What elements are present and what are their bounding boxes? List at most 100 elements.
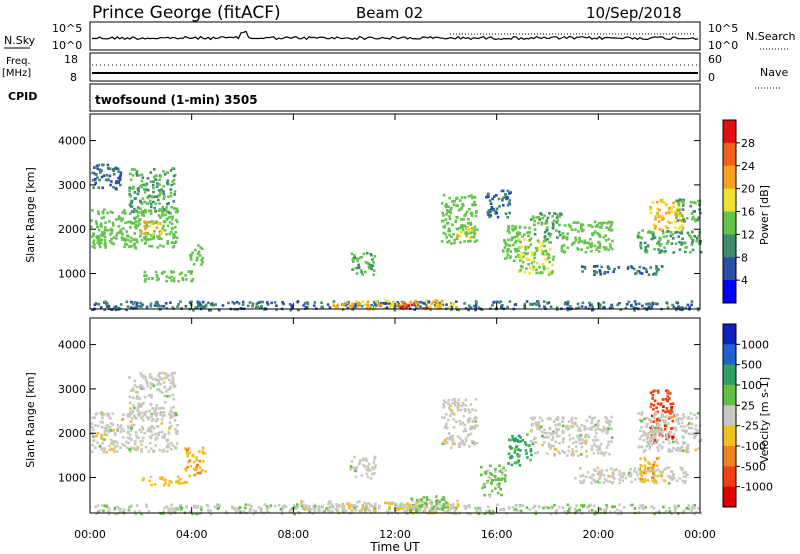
- cell: [457, 308, 461, 312]
- cell: [129, 412, 132, 416]
- cell: [656, 468, 660, 471]
- cell: [97, 235, 100, 238]
- cell: [163, 195, 166, 198]
- cell: [104, 241, 107, 245]
- cell: [523, 226, 527, 229]
- cell: [659, 434, 663, 438]
- cell: [594, 439, 598, 442]
- cell: [154, 178, 157, 181]
- cell: [512, 243, 515, 247]
- velocity-ylabel: Slant Range [km]: [24, 372, 37, 468]
- cell: [596, 448, 599, 452]
- cell: [194, 506, 197, 509]
- cell: [360, 509, 363, 513]
- beam-label: Beam 02: [356, 4, 423, 22]
- cell: [670, 449, 674, 453]
- cell: [391, 301, 395, 305]
- cell: [139, 440, 142, 443]
- cell: [673, 509, 677, 512]
- cell: [561, 431, 565, 434]
- cell: [114, 512, 117, 516]
- cell: [453, 241, 456, 245]
- cell: [400, 507, 403, 510]
- cell: [149, 304, 153, 308]
- cell: [681, 429, 684, 432]
- cell: [174, 225, 177, 229]
- cell: [535, 247, 538, 250]
- cell: [467, 503, 471, 507]
- cell: [354, 266, 357, 270]
- cell: [649, 426, 652, 430]
- cell: [605, 479, 609, 483]
- cell: [353, 455, 356, 459]
- cell: [543, 253, 547, 257]
- cell: [629, 467, 632, 471]
- cell: [148, 225, 152, 228]
- cell: [584, 435, 588, 438]
- cell: [697, 507, 700, 510]
- cell: [418, 504, 421, 508]
- cell: [125, 308, 128, 312]
- cell: [587, 436, 591, 439]
- cell: [548, 248, 552, 251]
- cell: [150, 205, 153, 209]
- cell: [691, 432, 695, 436]
- cell: [369, 503, 372, 506]
- cell: [112, 172, 116, 176]
- cell: [172, 200, 176, 203]
- cell: [151, 378, 155, 381]
- cell: [399, 505, 402, 508]
- cell: [145, 505, 149, 509]
- cell: [533, 416, 536, 420]
- cell: [524, 443, 528, 447]
- cell: [129, 178, 133, 182]
- cell: [132, 404, 135, 407]
- cell: [341, 503, 344, 506]
- cell: [353, 506, 357, 510]
- cell: [146, 177, 150, 180]
- cell: [644, 506, 647, 509]
- nsearch-tick-high: 10^5: [708, 22, 738, 35]
- cell: [149, 383, 153, 387]
- cell: [366, 475, 370, 479]
- cell: [415, 506, 418, 509]
- cell: [678, 240, 681, 244]
- cell: [581, 505, 585, 508]
- cell: [108, 426, 112, 429]
- cell: [363, 510, 367, 513]
- cell: [464, 307, 468, 310]
- cell: [148, 220, 152, 224]
- cell: [201, 260, 204, 264]
- cell: [458, 235, 462, 238]
- cell: [467, 222, 470, 225]
- cell: [647, 443, 651, 447]
- cell: [437, 305, 441, 309]
- cell: [686, 447, 690, 450]
- cell: [598, 270, 602, 274]
- cell: [155, 185, 159, 188]
- cell: [103, 228, 107, 232]
- cell: [101, 186, 104, 190]
- cell: [532, 441, 536, 444]
- cell: [154, 419, 158, 423]
- cell: [338, 504, 341, 507]
- cell: [150, 376, 153, 379]
- cell: [685, 473, 689, 476]
- cell: [565, 425, 568, 428]
- cell: [103, 308, 106, 311]
- cell: [606, 265, 610, 268]
- cell: [597, 470, 601, 473]
- cell: [174, 230, 178, 234]
- cell: [687, 432, 691, 435]
- cell: [146, 196, 149, 200]
- cell: [162, 509, 165, 513]
- cell: [154, 432, 157, 436]
- cell: [425, 496, 429, 499]
- cell: [586, 470, 590, 474]
- cell: [138, 199, 142, 203]
- cell: [667, 438, 670, 441]
- cell: [618, 470, 622, 473]
- cell: [166, 239, 170, 243]
- cell: [596, 472, 600, 476]
- cell: [96, 441, 99, 444]
